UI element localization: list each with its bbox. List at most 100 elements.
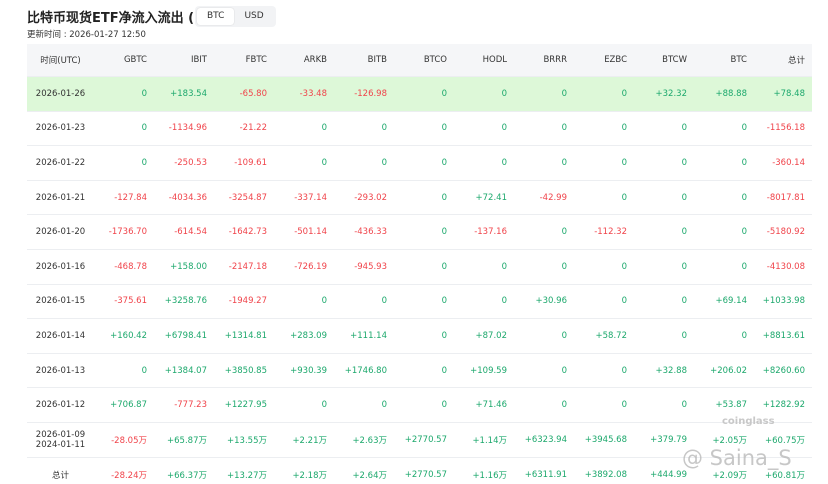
flow-cell: +60.81万: [754, 456, 812, 484]
flow-cell: 0: [574, 145, 634, 181]
flow-cell: +706.87: [94, 387, 154, 423]
flow-cell: -337.14: [274, 179, 334, 215]
flow-cell: +3850.85: [214, 352, 274, 388]
flow-cell: -777.23: [154, 387, 214, 423]
flow-cell: +183.54: [154, 76, 214, 112]
flow-cell: -28.05万: [94, 421, 154, 458]
flow-cell: +444.99: [634, 456, 694, 484]
flow-cell: 0: [694, 145, 754, 181]
table-row: 2026-01-23 0 -1134.96 -21.22 0 0 0 0 0 0 0 0 -1156.1…: [27, 110, 812, 146]
flow-cell: 0: [694, 110, 754, 146]
flow-cell: 0: [94, 76, 154, 112]
flow-cell: 0: [694, 318, 754, 354]
flow-cell: +13.27万: [214, 456, 274, 484]
flow-cell: +2.09万: [694, 456, 754, 484]
date-text: 2026-01-16: [35, 261, 86, 272]
flow-cell: +6798.41: [154, 318, 214, 354]
column-header: BITB: [334, 44, 394, 77]
column-header: EZBC: [574, 44, 634, 77]
flow-cell: +1746.80: [334, 352, 394, 388]
flow-cell: +3258.76: [154, 283, 214, 319]
flow-cell: -360.14: [754, 145, 812, 181]
date-cell: 2026-01-22: [27, 145, 94, 181]
date-cell: 2026-01-15: [27, 283, 94, 319]
flow-cell: +6323.94: [514, 421, 574, 458]
flow-cell: 0: [694, 179, 754, 215]
date-cell: 2026-01-09 2024-01-11: [27, 421, 94, 458]
flow-cell: -3254.87: [214, 179, 274, 215]
flow-cell: -28.24万: [94, 456, 154, 484]
table-row: 2026-01-15 -375.61 +3258.76 -1949.27 0 0 0 0 +30…: [27, 283, 812, 319]
flow-cell: 0: [274, 110, 334, 146]
table-row: 2026-01-12 +706.87 -777.23 +1227.95 0 0 0 +71.4…: [27, 387, 812, 423]
flow-cell: +1314.81: [214, 318, 274, 354]
flow-cell: 0: [394, 145, 454, 181]
flow-cell: -5180.92: [754, 214, 812, 250]
date-text: 2026-01-09: [35, 429, 86, 440]
flow-cell: 0: [634, 318, 694, 354]
flow-cell: 0: [634, 179, 694, 215]
flow-cell: +158.00: [154, 248, 214, 285]
flow-cell: 0: [514, 214, 574, 250]
column-header: BTC: [694, 44, 754, 77]
flow-cell: 0: [394, 110, 454, 146]
flow-cell: -1736.70: [94, 214, 154, 250]
flow-cell: -1949.27: [214, 283, 274, 319]
flow-cell: 0: [514, 145, 574, 181]
flow-cell: -127.84: [94, 179, 154, 215]
flow-cell: +53.87: [694, 387, 754, 423]
column-header: BTCO: [394, 44, 454, 77]
flow-cell: 0: [514, 110, 574, 146]
flow-cell: 0: [394, 248, 454, 285]
toggle-option[interactable]: USD: [244, 11, 264, 21]
flow-cell: 0: [274, 145, 334, 181]
flow-cell: -112.32: [574, 214, 634, 250]
flow-cell: -375.61: [94, 283, 154, 319]
flow-cell: 0: [94, 110, 154, 146]
flow-cell: +66.37万: [154, 456, 214, 484]
flow-cell: +2.63万: [334, 421, 394, 458]
flow-cell: -65.80: [214, 76, 274, 112]
column-header: 总计: [754, 44, 812, 77]
flow-cell: +13.55万: [214, 421, 274, 458]
flow-cell: +1033.98: [754, 283, 812, 319]
date-cell: 2026-01-16: [27, 248, 94, 285]
flow-cell: 0: [634, 145, 694, 181]
flow-cell: -33.48: [274, 76, 334, 112]
flow-cell: 0: [574, 179, 634, 215]
flow-cell: 0: [574, 387, 634, 423]
flow-cell: +379.79: [634, 421, 694, 458]
flow-cell: 0: [394, 76, 454, 112]
flow-cell: +72.41: [454, 179, 514, 215]
flow-cell: -293.02: [334, 179, 394, 215]
column-header: ARKB: [274, 44, 334, 77]
flow-cell: +71.46: [454, 387, 514, 423]
flow-cell: +2770.57: [394, 421, 454, 458]
updated-time: 更新时间 : 2026-01-27 12:50: [27, 30, 146, 40]
flow-cell: 0: [94, 145, 154, 181]
flow-table: 时间(UTC) GBTC IBIT FBTC ARKB BITB BTCO HODL BRRR E…: [27, 44, 812, 484]
flow-cell: +88.88: [694, 76, 754, 112]
date-text: 2026-01-13: [35, 365, 86, 376]
flow-cell: 0: [274, 283, 334, 319]
flow-cell: -726.19: [274, 248, 334, 285]
date-text: 2026-01-21: [35, 192, 86, 203]
flow-cell: +3945.68: [574, 421, 634, 458]
flow-cell: +283.09: [274, 318, 334, 354]
column-header: HODL: [454, 44, 514, 77]
flow-cell: +60.75万: [754, 421, 812, 458]
flow-cell: +111.14: [334, 318, 394, 354]
flow-cell: 0: [574, 76, 634, 112]
toggle-option[interactable]: BTC: [197, 8, 235, 25]
flow-cell: +2.18万: [274, 456, 334, 484]
column-header: BTCW: [634, 44, 694, 77]
flow-cell: 0: [634, 387, 694, 423]
date-cell: 2026-01-12: [27, 387, 94, 423]
date-cell: 2026-01-26: [27, 76, 94, 112]
date-cell: 2026-01-14: [27, 318, 94, 354]
flow-cell: 0: [514, 352, 574, 388]
flow-cell: +78.48: [754, 76, 812, 112]
flow-cell: 0: [334, 283, 394, 319]
flow-cell: +6311.91: [514, 456, 574, 484]
